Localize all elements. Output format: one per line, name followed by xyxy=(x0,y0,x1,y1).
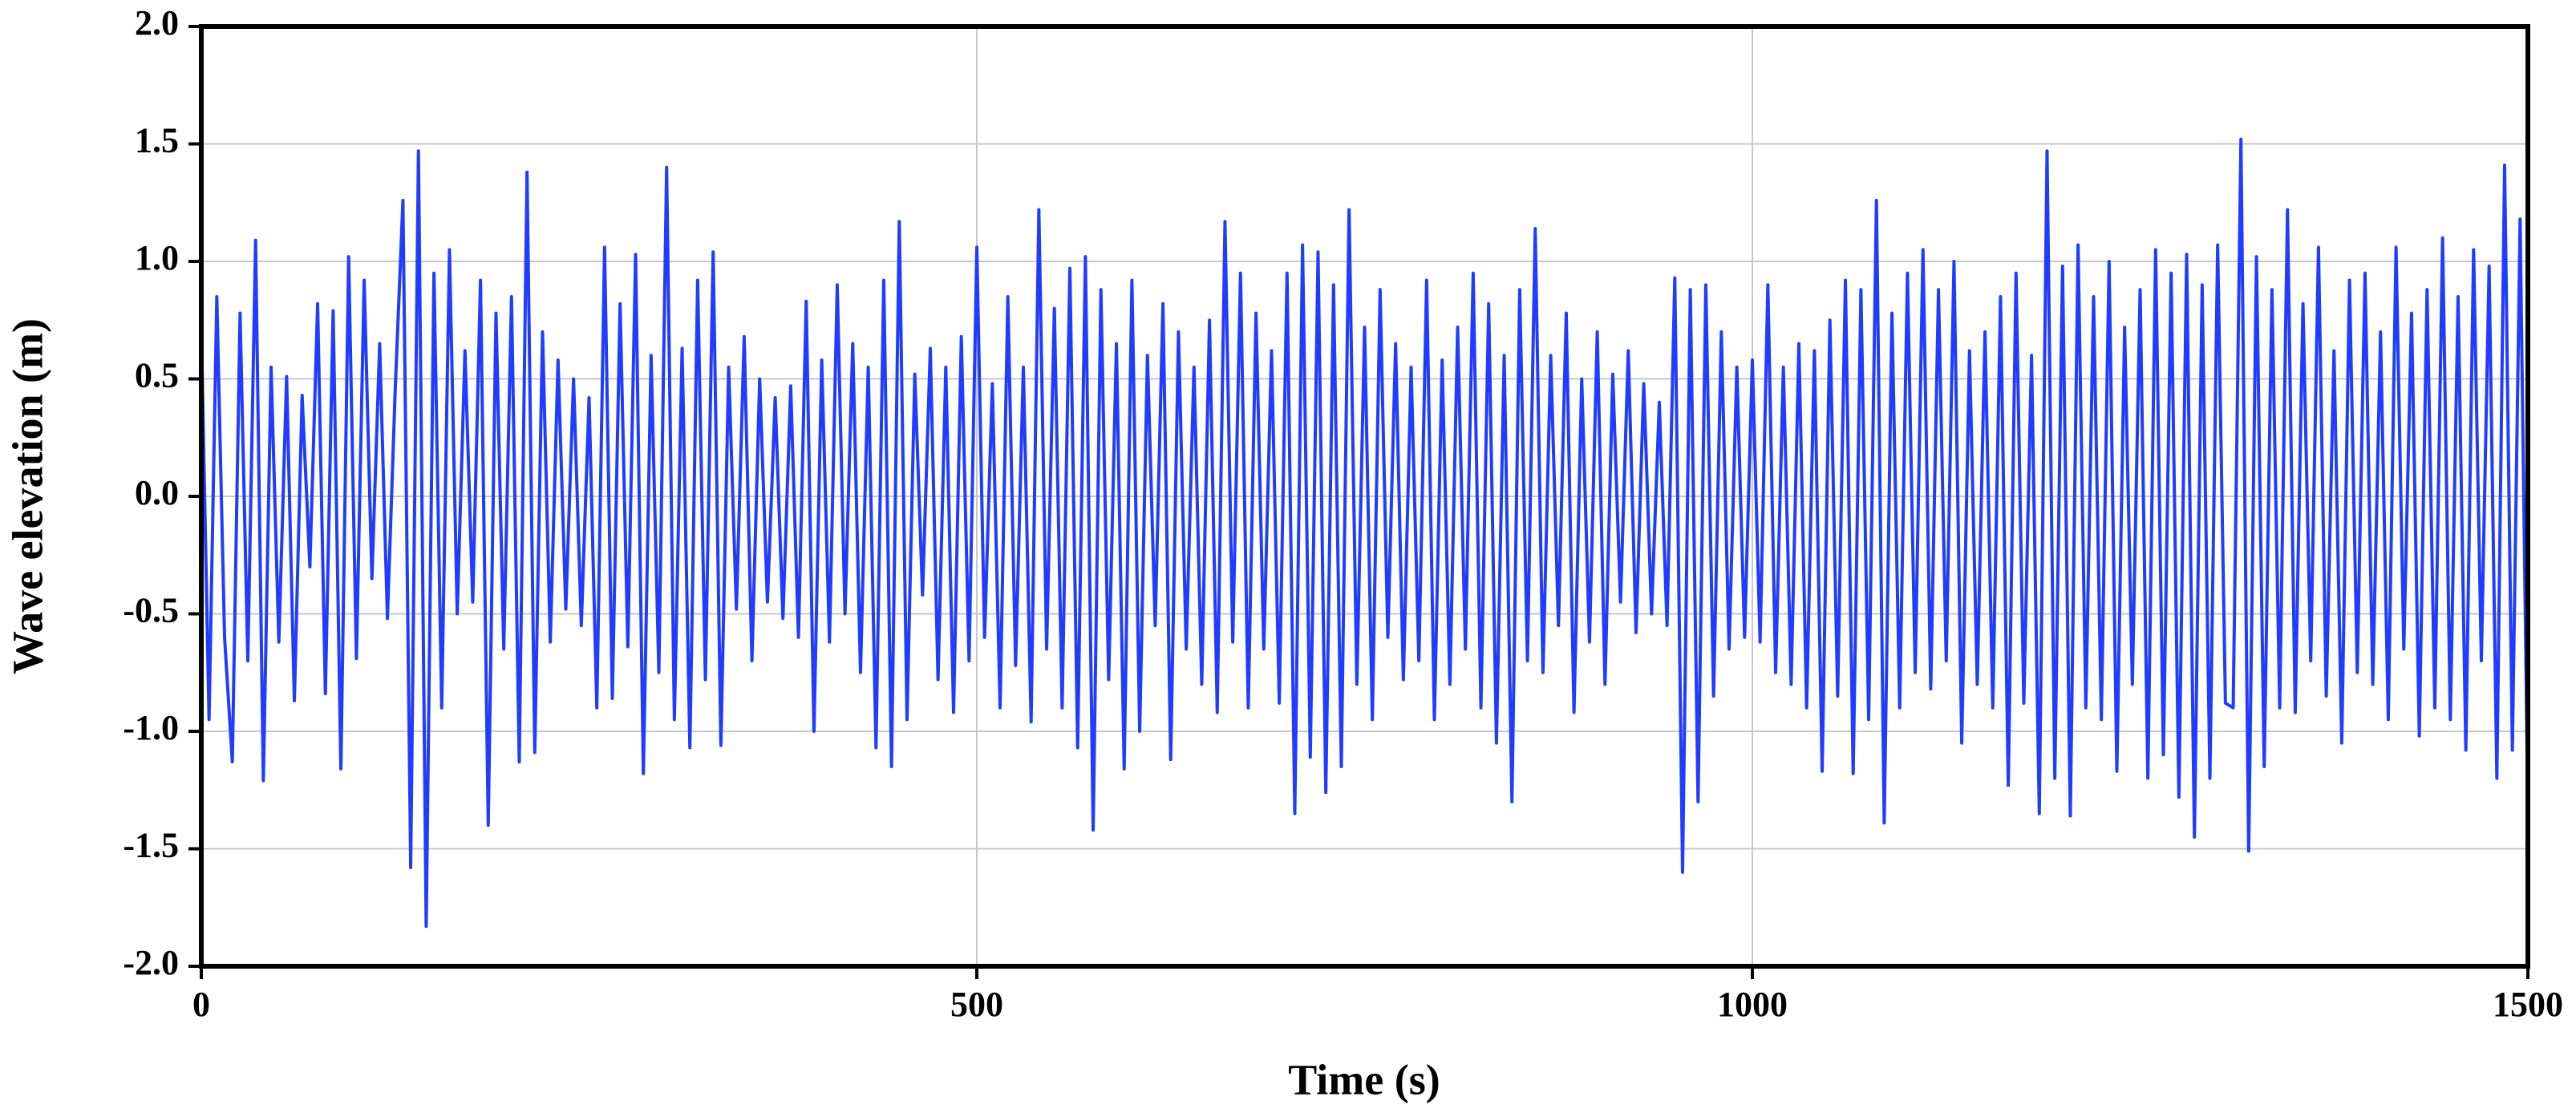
y-tick-label: 2.0 xyxy=(135,3,179,42)
y-tick-label: 0.5 xyxy=(135,356,179,395)
y-axis-label: Wave elevation (m) xyxy=(3,318,51,674)
x-tick-label: 1500 xyxy=(2493,985,2563,1024)
x-axis-label: Time (s) xyxy=(1288,1055,1440,1103)
y-tick-label: 0.0 xyxy=(135,473,179,512)
y-tick-label: 1.5 xyxy=(135,121,179,160)
y-tick-label: -0.5 xyxy=(123,591,179,630)
x-tick-label: 500 xyxy=(950,985,1003,1024)
plot-frame xyxy=(199,24,2530,969)
y-tick-label: -1.0 xyxy=(123,708,179,747)
data-line xyxy=(200,137,2529,929)
y-tick-label: -2.0 xyxy=(123,943,179,982)
y-tick-label: -1.5 xyxy=(123,826,179,865)
y-tick-label: 1.0 xyxy=(135,238,179,277)
x-tick-label: 1000 xyxy=(1717,985,1788,1024)
x-tick-label: 0 xyxy=(192,985,210,1024)
